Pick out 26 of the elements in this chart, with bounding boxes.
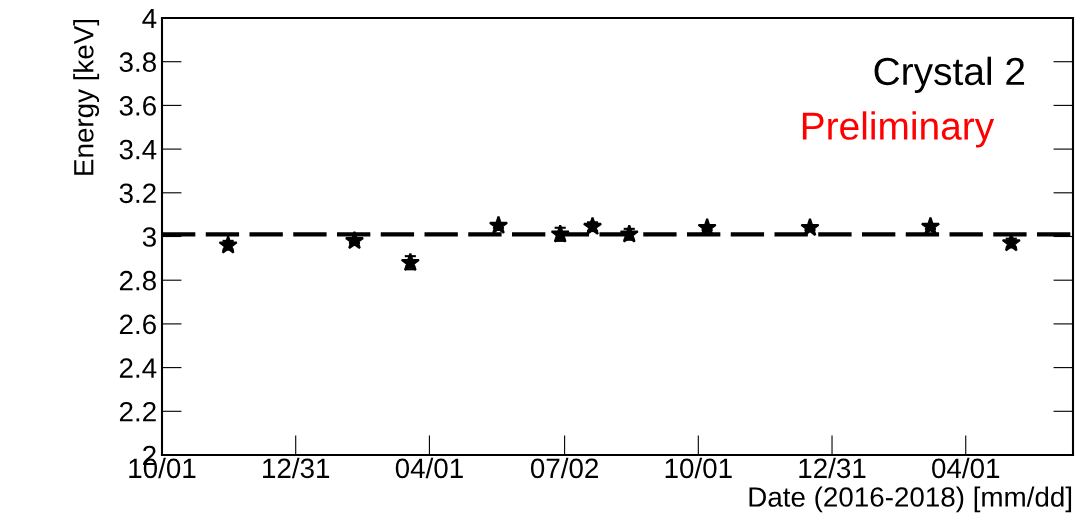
x-tick-label: 04/01: [932, 457, 1000, 479]
point: [488, 215, 509, 234]
x-tick-label: 12/31: [799, 457, 866, 479]
y-axis-title: Energy [keV]: [73, 19, 100, 175]
y-tick-label: 3.2: [119, 183, 156, 204]
x-axis-title: Date (2016-2018) [mm/dd]: [749, 486, 1072, 513]
y-tick-label: 2.8: [119, 270, 156, 291]
y-tick-label: 3.4: [119, 139, 157, 160]
y-tick-label: 2.2: [119, 401, 156, 422]
y-tick-label: 2.6: [119, 314, 156, 335]
point: [920, 216, 941, 236]
x-tick-label: 04/01: [395, 457, 463, 479]
point: [582, 216, 603, 236]
y-tick-label: 2.4: [119, 358, 157, 378]
x-tick-label: 07/02: [530, 457, 598, 479]
point: [800, 217, 820, 237]
x-tick-label: 10/01: [665, 457, 732, 479]
y-tick-label: 4: [142, 8, 157, 29]
y-tick-label: 3.8: [119, 52, 156, 73]
annotation: Crystal 2: [874, 56, 1025, 93]
y-tick-label: 3: [142, 227, 156, 247]
point: [344, 230, 365, 250]
y-tick-label: 3.6: [119, 96, 156, 116]
annotation: Preliminary: [802, 111, 995, 148]
x-tick-label: 12/31: [263, 457, 330, 479]
point: [218, 235, 238, 254]
